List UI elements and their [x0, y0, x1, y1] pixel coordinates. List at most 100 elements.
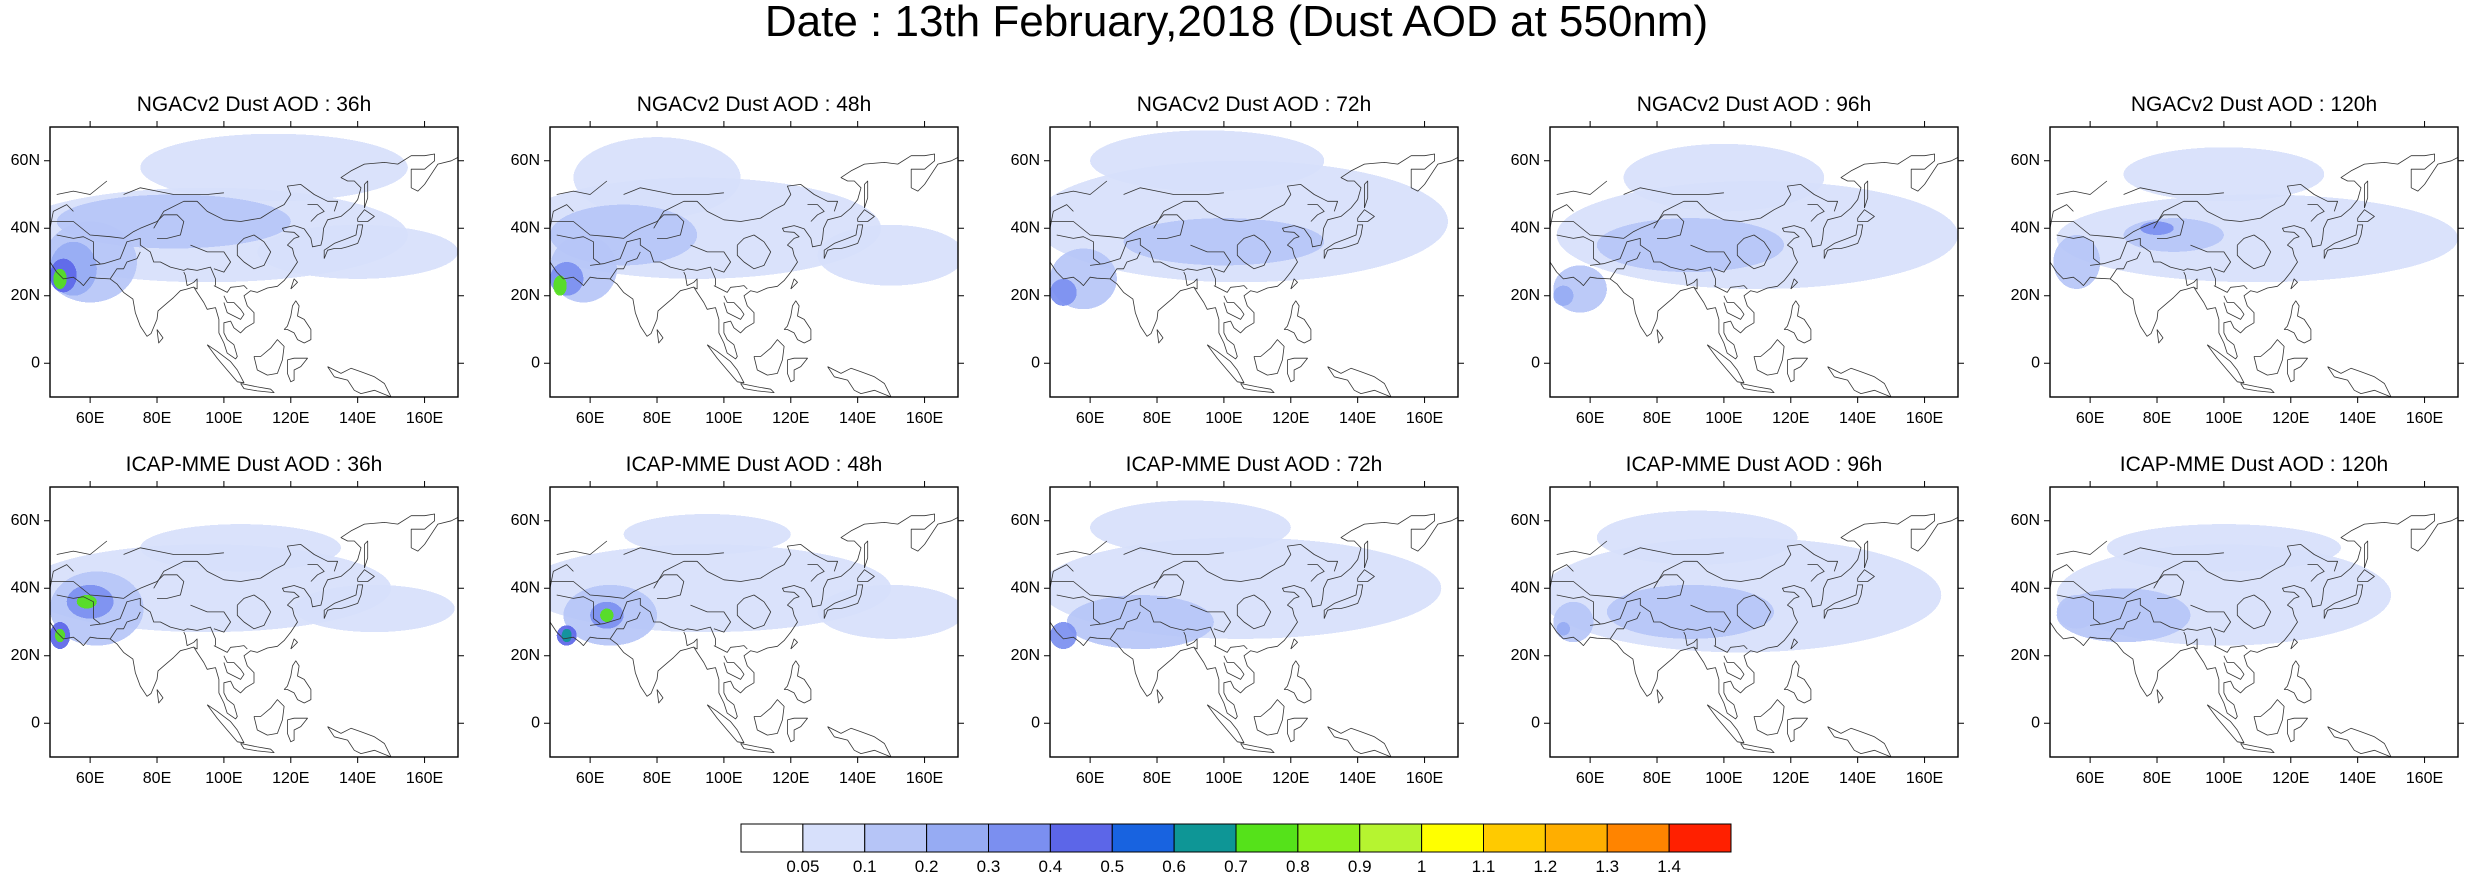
coastline: [1156, 574, 1185, 599]
lon-tick-label: 140E: [1339, 410, 1376, 427]
coastline: [550, 581, 658, 599]
dust-plume: [1050, 278, 1077, 306]
lon-tick-label: 60E: [576, 410, 604, 427]
dust-field: [50, 524, 455, 649]
lon-tick-label: 60E: [576, 770, 604, 787]
coastline: [1590, 598, 1716, 646]
coastline: [1683, 631, 1698, 650]
lat-tick-label: 60N: [2011, 152, 2040, 169]
lat-tick-label: 0: [531, 714, 540, 731]
colorbar-swatch: [1173, 823, 1237, 853]
coastline: [1713, 645, 1748, 653]
lon-tick-label: 120E: [1272, 770, 1309, 787]
coastline: [50, 513, 458, 720]
coastline: [327, 366, 392, 397]
coastline: [2223, 295, 2245, 320]
coastline: [1790, 278, 1798, 290]
lon-tick-label: 60E: [1576, 410, 1604, 427]
coastline: [1323, 224, 1364, 259]
coastline: [683, 271, 698, 290]
lon-tick-label: 140E: [839, 410, 876, 427]
coastline: [2283, 660, 2312, 704]
coastline: [363, 180, 369, 209]
coastline: [190, 604, 232, 633]
dust-plume: [1596, 510, 1798, 565]
lon-tick-label: 80E: [143, 770, 171, 787]
dust-plume: [1090, 500, 1291, 555]
coastline: [1050, 513, 1458, 720]
coastline: [1090, 237, 1216, 286]
coastline: [156, 214, 185, 239]
lon-tick-label: 60E: [1576, 770, 1604, 787]
colorbar-label: 0.3: [977, 857, 1001, 874]
coastline: [1327, 366, 1392, 397]
coastline: [1753, 339, 1785, 376]
colorbar-label: 0.7: [1224, 857, 1248, 874]
panel-title: NGACv2 Dust AOD : 96h: [1637, 93, 1872, 116]
lat-tick-label: 20N: [1011, 647, 1040, 664]
dust-plume: [817, 584, 958, 639]
coastline: [90, 598, 216, 646]
coastline: [1656, 329, 1664, 344]
coastline: [550, 564, 574, 589]
lon-tick-label: 100E: [2205, 410, 2242, 427]
lon-tick-label: 100E: [705, 410, 742, 427]
coastline: [2357, 569, 2375, 582]
dust-plume: [294, 584, 455, 633]
coastline: [1050, 581, 1158, 599]
lon-tick-label: 160E: [1906, 770, 1943, 787]
coastline: [550, 204, 574, 229]
lat-tick-label: 0: [1531, 354, 1540, 371]
colorbar-swatch: [988, 823, 1051, 853]
lat-tick-label: 0: [31, 714, 40, 731]
coastline: [2283, 300, 2312, 344]
coastline: [790, 638, 798, 650]
coastline: [1740, 383, 1775, 394]
lat-tick-label: 40N: [2011, 579, 2040, 596]
coastline: [2286, 357, 2308, 383]
coastline: [213, 645, 248, 653]
lon-tick-label: 80E: [2143, 770, 2171, 787]
coastline: [2327, 366, 2392, 397]
coastline: [623, 547, 724, 555]
lon-tick-label: 100E: [205, 410, 242, 427]
map-panel: NGACv2 Dust AOD : 72h 60N 40N 20N 0 60E 80E 100…: [1011, 93, 1464, 427]
lon-tick-label: 100E: [1205, 410, 1242, 427]
lon-tick-label: 120E: [2272, 770, 2309, 787]
lon-tick-label: 160E: [906, 410, 943, 427]
lat-tick-label: 40N: [11, 219, 40, 236]
coastline: [609, 611, 641, 640]
coastline: [857, 569, 875, 582]
coastline: [1827, 366, 1892, 397]
coastline: [1236, 594, 1272, 630]
coastline: [590, 237, 716, 286]
coastline: [223, 655, 245, 680]
coastline: [753, 699, 785, 736]
dust-plume: [76, 595, 97, 609]
panel-frame: [2049, 126, 2459, 398]
dust-plume: [1050, 622, 1077, 649]
coastline: [1050, 564, 1074, 589]
coastline: [1736, 234, 1772, 270]
colorbar-label: 1.2: [1534, 857, 1558, 874]
coastlines: [1050, 153, 1458, 397]
colorbar-label: 1.1: [1472, 857, 1496, 874]
colorbar-label: 0.05: [786, 857, 819, 874]
coastline: [1307, 204, 1325, 222]
coastline: [206, 704, 245, 744]
coastline: [253, 339, 285, 376]
coastline: [1550, 221, 1658, 239]
lon-tick-label: 160E: [906, 770, 943, 787]
colorbar-swatch: [1606, 823, 1670, 853]
coastline: [1357, 209, 1375, 222]
coastline: [1683, 271, 1698, 290]
coastline: [109, 251, 141, 280]
colorbar-label: 0.1: [853, 857, 877, 874]
coastline: [2056, 540, 2108, 555]
lat-tick-label: 0: [1031, 354, 1040, 371]
coastline: [1723, 655, 1745, 680]
colorbar-label: 0.4: [1039, 857, 1063, 874]
coastline: [2156, 329, 2164, 344]
panel-frame: [1049, 486, 1459, 758]
